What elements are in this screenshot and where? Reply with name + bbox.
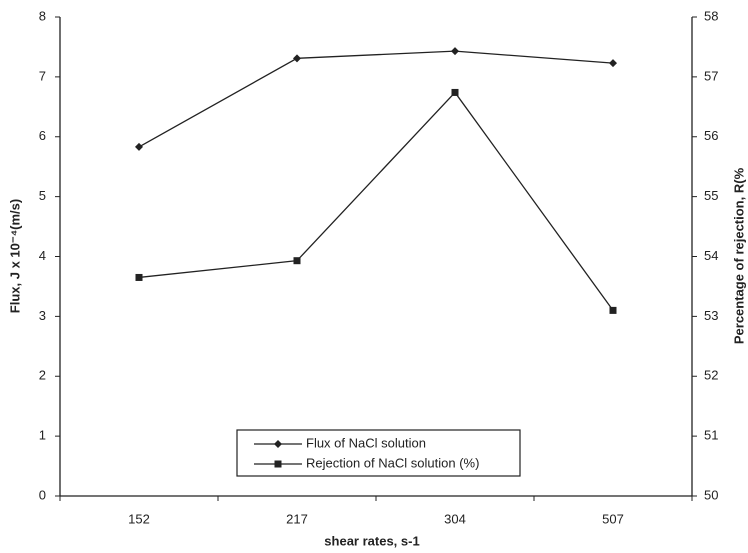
- series-line: [138, 91, 614, 311]
- x-tick-label: 152: [128, 511, 150, 526]
- y2-tick-label: 54: [704, 248, 718, 263]
- marker: [135, 142, 143, 151]
- legend-label: Rejection of NaCl solution (%): [306, 455, 479, 470]
- y-tick-label: 7: [39, 68, 46, 83]
- marker: [293, 54, 301, 63]
- x-tick-label: 217: [286, 511, 308, 526]
- y-tick-label: 8: [39, 8, 46, 23]
- y2-tick-label: 56: [704, 128, 718, 143]
- series-line: [138, 50, 614, 148]
- y-tick-label: 1: [39, 428, 46, 443]
- y-tick-label: 3: [39, 308, 46, 323]
- y2-tick-label: 52: [704, 368, 718, 383]
- y-axis-label: Flux, J x 10⁻⁴(m/s): [7, 199, 22, 313]
- marker: [293, 257, 301, 265]
- y-tick-label: 5: [39, 188, 46, 203]
- y-tick-label: 0: [39, 487, 46, 502]
- marker: [451, 47, 459, 56]
- x-axis-label: shear rates, s-1: [324, 533, 419, 548]
- y2-tick-label: 57: [704, 68, 718, 83]
- y-tick-label: 4: [39, 248, 46, 263]
- marker: [451, 88, 459, 96]
- y2-tick-label: 55: [704, 188, 718, 203]
- y2-tick-label: 51: [704, 428, 718, 443]
- y2-tick-label: 58: [704, 8, 718, 23]
- x-tick-label: 304: [444, 511, 466, 526]
- marker: [609, 306, 617, 314]
- y-tick-label: 6: [39, 128, 46, 143]
- y2-tick-label: 53: [704, 308, 718, 323]
- legend: [236, 429, 521, 477]
- legend-marker: [274, 460, 282, 468]
- legend-label: Flux of NaCl solution: [306, 435, 426, 450]
- y-tick-label: 2: [39, 368, 46, 383]
- x-tick-label: 507: [602, 511, 624, 526]
- marker: [135, 273, 143, 281]
- y2-tick-label: 50: [704, 487, 718, 502]
- legend-marker: [274, 440, 282, 448]
- marker: [609, 59, 617, 68]
- y2-axis-label: Percentage of rejection, R(%: [731, 167, 746, 344]
